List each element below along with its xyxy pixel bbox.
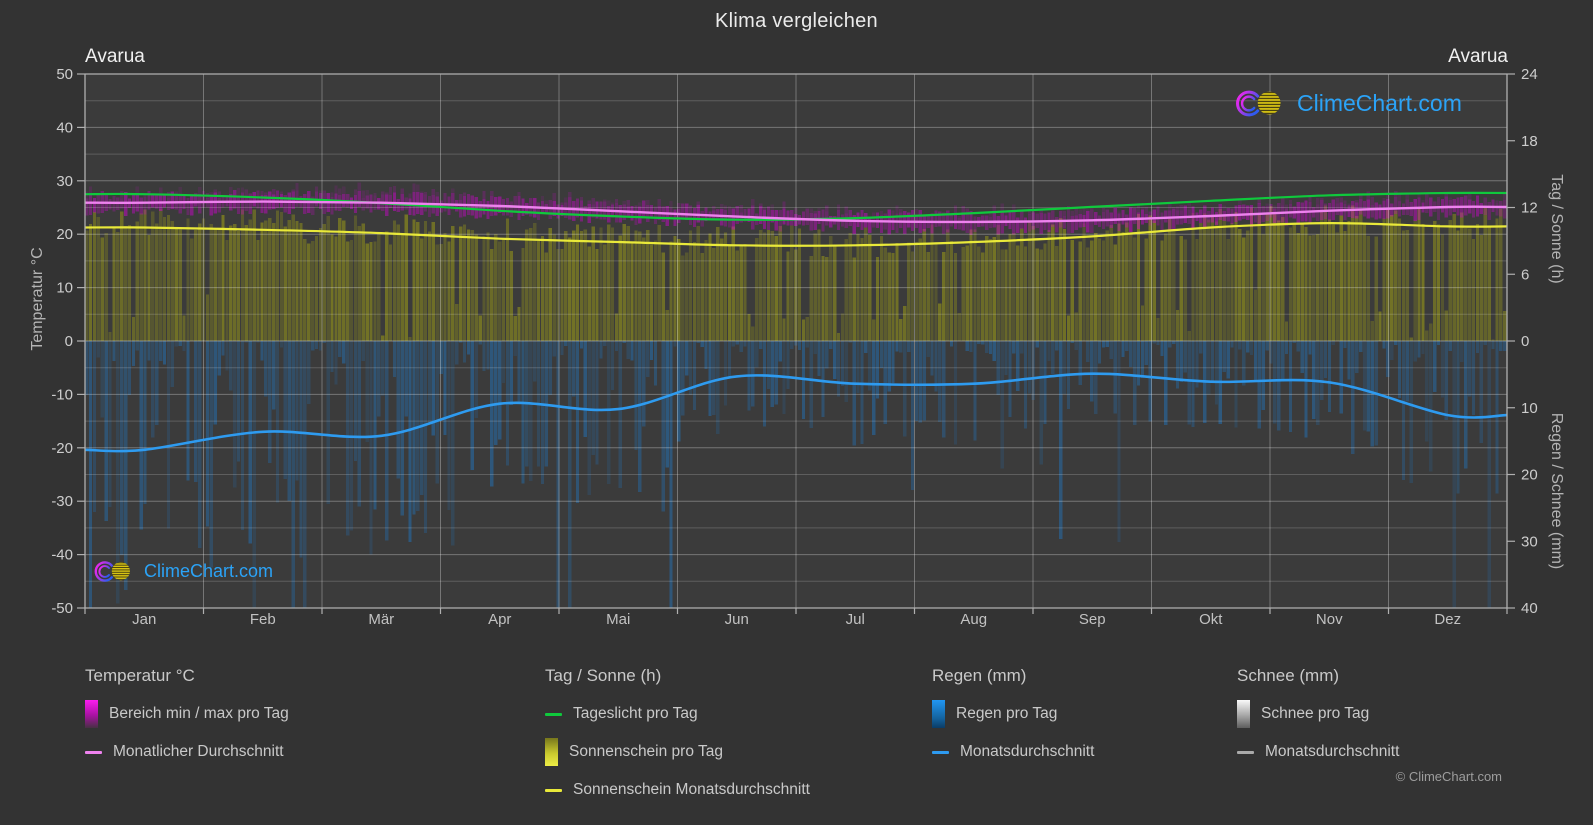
month-label: Mai (606, 611, 630, 628)
legend-line-swatch-icon (1237, 750, 1254, 754)
temp-tick-label: 0 (65, 333, 73, 350)
rain-tick-label: 20 (1521, 467, 1538, 484)
legend-gradient-swatch-temp-icon (85, 700, 98, 728)
temp-tick-label: -20 (51, 440, 73, 457)
temperature-axis-title: Temperatur °C (29, 247, 46, 351)
sun-tick-label: 6 (1521, 266, 1529, 283)
legend-item: Schnee pro Tag (1237, 700, 1399, 728)
legend-group-title: Tag / Sonne (h) (545, 666, 662, 685)
legend-item-label: Monatsdurchschnitt (960, 743, 1095, 760)
month-label: Aug (960, 611, 987, 628)
legend-item: Tageslicht pro Tag (545, 700, 810, 728)
month-label: Okt (1199, 611, 1223, 628)
month-label: Mär (368, 611, 394, 628)
month-label: Jan (132, 611, 156, 628)
rain-tick-label: 40 (1521, 600, 1538, 617)
legend-item: Monatlicher Durchschnitt (85, 738, 289, 766)
legend-item-label: Tageslicht pro Tag (573, 705, 698, 722)
temp-tick-label: 20 (56, 226, 73, 243)
month-label: Jun (725, 611, 749, 628)
legend-item-label: Bereich min / max pro Tag (109, 705, 289, 722)
legend-gradient-swatch-rain-icon (932, 700, 945, 728)
legend-line-swatch-icon (545, 712, 562, 716)
sun-tick-label: 24 (1521, 66, 1538, 83)
sun-axis-title: Tag / Sonne (h) (1548, 174, 1565, 284)
temp-tick-label: -30 (51, 493, 73, 510)
sunshine-daily-bars (85, 205, 1507, 341)
legend-group-regen-mm-: Regen (mm) Regen pro Tag Monatsdurchschnit… (932, 666, 1094, 776)
temp-tick-label: -40 (51, 547, 73, 564)
temp-tick-label: 30 (56, 173, 73, 190)
month-label: Sep (1079, 611, 1106, 628)
legend-gradient-swatch-snow-icon (1237, 700, 1250, 728)
legend-item-label: Monatlicher Durchschnitt (113, 743, 284, 760)
legend-line-swatch-icon (545, 788, 562, 792)
legend-item-label: Sonnenschein Monatsdurchschnitt (573, 781, 810, 798)
sun-tick-label: 18 (1521, 133, 1538, 150)
sun-tick-label: 12 (1521, 200, 1538, 217)
legend-item: Monatsdurchschnitt (932, 738, 1094, 766)
rain-tick-label: 30 (1521, 533, 1538, 550)
legend-item: Bereich min / max pro Tag (85, 700, 289, 728)
legend-item: Monatsdurchschnitt (1237, 738, 1399, 766)
legend-item-label: Regen pro Tag (956, 705, 1058, 722)
temp-tick-label: 50 (56, 66, 73, 83)
legend-item-label: Monatsdurchschnitt (1265, 743, 1400, 760)
legend-group-temperatur-c: Temperatur °C Bereich min / max pro Tag Mo… (85, 666, 289, 776)
legend-line-swatch-icon (85, 750, 102, 754)
month-label: Dez (1434, 611, 1461, 628)
climate-chart: 50 40 30 20 10 0 -10 -20 -30 -40 -50 24 18 12 6 0 10 20 30… (51, 66, 1537, 628)
month-label: Nov (1316, 611, 1343, 628)
temp-tick-label: -50 (51, 600, 73, 617)
legend-item: Sonnenschein Monatsdurchschnitt (545, 776, 810, 804)
legend-gradient-swatch-sun-icon (545, 738, 558, 766)
temp-tick-label: 10 (56, 280, 73, 297)
rain-tick-label: 10 (1521, 400, 1538, 417)
plot-area (85, 74, 1507, 608)
legend-group-title: Regen (mm) (932, 666, 1027, 685)
station-label-left: Avarua (85, 46, 145, 67)
legend-group-title: Schnee (mm) (1237, 666, 1340, 685)
legend-item-label: Sonnenschein pro Tag (569, 743, 723, 760)
axes: 50 40 30 20 10 0 -10 -20 -30 -40 -50 24 18 12 6 0 10 20 30… (51, 66, 1537, 628)
rain-snow-axis-title: Regen / Schnee (mm) (1548, 412, 1565, 570)
legend-group-tag-sonne-h-: Tag / Sonne (h) Tageslicht pro Tag Sonnens… (545, 666, 810, 814)
temp-tick-label: 40 (56, 119, 73, 136)
temp-tick-label: -10 (51, 386, 73, 403)
gridlines (85, 74, 1507, 608)
month-label: Feb (250, 611, 276, 628)
month-label: Apr (488, 611, 511, 628)
sun-tick-label: 0 (1521, 333, 1529, 350)
page-title: Klima vergleichen (715, 10, 878, 32)
legend-group-schnee-mm-: Schnee (mm) Schnee pro Tag Monatsdurchschn… (1237, 666, 1399, 776)
rain-average-line (84, 372, 1508, 453)
copyright: © ClimeChart.com (1395, 769, 1502, 784)
legend-item: Sonnenschein pro Tag (545, 738, 810, 766)
legend-item: Regen pro Tag (932, 700, 1094, 728)
legend-line-swatch-icon (932, 750, 949, 754)
month-label: Jul (846, 611, 865, 628)
legend-item-label: Schnee pro Tag (1261, 705, 1370, 722)
sunshine-average-line (84, 221, 1508, 247)
legend-group-title: Temperatur °C (85, 666, 195, 685)
station-label-right: Avarua (1448, 46, 1508, 67)
temperature-average-line (84, 200, 1508, 224)
